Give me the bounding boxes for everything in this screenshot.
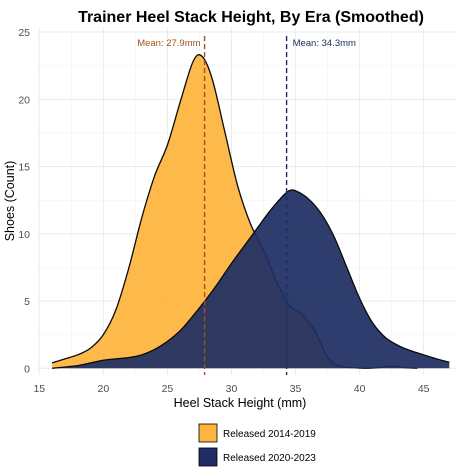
density-outline-2 <box>52 189 450 369</box>
density-area-1 <box>52 54 418 369</box>
mean-lines: Mean: 27.9mm Mean: 34.3mm <box>137 36 356 375</box>
legend-swatch-1 <box>198 423 218 443</box>
density-area-2 <box>52 189 450 369</box>
y-tick-label: 5 <box>24 296 30 308</box>
y-tick-label: 10 <box>18 229 30 241</box>
mean-label-1: Mean: 27.9mm <box>137 38 200 49</box>
x-tick-label: 30 <box>226 383 238 395</box>
legend: Released 2014-2019 Released 2020-2023 <box>198 423 316 467</box>
chart-title: Trainer Heel Stack Height, By Era (Smoot… <box>78 9 424 26</box>
y-tick-labels: 0 5 10 15 20 25 <box>18 27 30 375</box>
y-tick-label: 0 <box>24 363 30 375</box>
x-tick-label: 45 <box>418 383 430 395</box>
legend-label-2: Released 2020-2023 <box>223 453 316 464</box>
x-tick-label: 40 <box>354 383 366 395</box>
mean-label-2: Mean: 34.3mm <box>293 38 356 49</box>
x-tick-labels: 15 20 25 30 35 40 45 <box>33 383 429 395</box>
x-tick-label: 20 <box>98 383 110 395</box>
y-tick-label: 25 <box>18 27 30 39</box>
legend-swatch-2 <box>198 447 218 467</box>
y-tick-label: 20 <box>18 94 30 106</box>
x-tick-label: 25 <box>162 383 174 395</box>
x-tick-label: 15 <box>33 383 45 395</box>
density-areas <box>51 54 450 369</box>
x-axis-title: Heel Stack Height (mm) <box>174 396 307 410</box>
y-axis-title: Shoes (Count) <box>3 161 17 242</box>
x-tick-label: 35 <box>290 383 302 395</box>
y-tick-label: 15 <box>18 162 30 174</box>
legend-label-1: Released 2014-2019 <box>223 429 316 440</box>
